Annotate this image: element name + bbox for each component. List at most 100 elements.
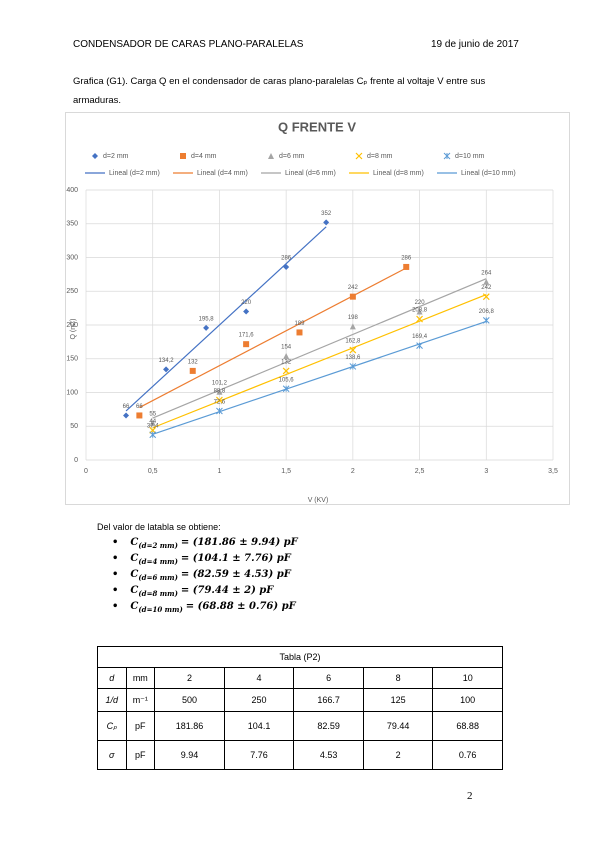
table-cell: 8 xyxy=(362,667,434,689)
data-label: 138,6 xyxy=(345,355,361,361)
y-tick-label: 250 xyxy=(66,288,78,295)
chart: Q FRENTE V V (KV) Q (nC) 0 50 100 150 200 250… xyxy=(65,112,570,505)
trendline xyxy=(152,320,487,435)
x-tick-label: 0 xyxy=(84,468,88,475)
data-label: 286 xyxy=(401,256,412,262)
marker xyxy=(482,293,490,301)
data-label: 264 xyxy=(481,270,492,276)
table-cell: 1/d xyxy=(97,688,127,712)
header-date: 19 de junio de 2017 xyxy=(431,39,519,50)
data-label: 37,4 xyxy=(147,423,159,429)
marker xyxy=(282,367,290,375)
table-cell: pF xyxy=(125,740,156,770)
y-tick-label: 200 xyxy=(66,322,78,329)
table-cell: 104.1 xyxy=(223,711,295,741)
marker xyxy=(136,412,143,419)
y-tick-label: 100 xyxy=(66,389,78,396)
table-row: σ pF 9.94 7.76 4.53 2 0.76 xyxy=(97,740,503,770)
marker xyxy=(243,308,250,315)
trendline xyxy=(125,226,327,412)
table-cell: 125 xyxy=(362,688,434,712)
subscript: (d=4 mm) xyxy=(138,557,178,566)
legend-label: Lineal (d=2 mm) xyxy=(109,170,160,177)
data-label: 88,8 xyxy=(214,389,226,395)
data-label: 66 xyxy=(136,404,143,410)
bullet: • xyxy=(112,553,119,564)
marker xyxy=(482,317,490,324)
table-title: Tabla (P2) xyxy=(97,646,503,668)
table-cell: 6 xyxy=(293,667,364,689)
y-tick-label: 350 xyxy=(66,221,78,228)
marker xyxy=(149,419,156,426)
table-cell: 4 xyxy=(223,667,295,689)
y-tick-label: 50 xyxy=(70,423,78,430)
table-cell: 68.88 xyxy=(432,711,503,741)
table-row: Cₚ pF 181.86 104.1 82.59 79.44 68.88 xyxy=(97,711,503,741)
legend-marker xyxy=(268,153,274,159)
table-cell: 82.59 xyxy=(293,711,364,741)
table-row: 1/d m⁻¹ 500 250 166.7 125 100 xyxy=(97,688,503,712)
table-cell: σ xyxy=(97,740,127,770)
x-tick-label: 2,5 xyxy=(415,468,425,475)
data-label: 195,8 xyxy=(199,316,215,322)
data-label: 55 xyxy=(149,411,156,417)
y-axis-label: Q (nC) xyxy=(70,319,77,340)
legend-marker xyxy=(180,153,186,159)
data-label: 169,4 xyxy=(412,334,428,340)
data-label: 242 xyxy=(481,285,492,291)
y-tick-label: 0 xyxy=(74,457,78,464)
legend-label: d=2 mm xyxy=(103,153,129,160)
x-tick-label: 1 xyxy=(217,468,221,475)
marker xyxy=(403,263,410,270)
bullet: • xyxy=(112,569,119,580)
result-item: • C(d=8 mm) = (79.44 ± 2) pF xyxy=(112,585,298,601)
table-cell: 10 xyxy=(432,667,503,689)
data-label: 101,2 xyxy=(212,380,228,386)
data-label: 220 xyxy=(241,300,252,306)
x-tick-label: 3 xyxy=(484,468,488,475)
table-cell: 2 xyxy=(154,667,225,689)
legend-marker xyxy=(443,152,451,160)
result-item: • C(d=10 mm) = (68.88 ± 0.76) pF xyxy=(112,601,298,617)
legend-label: d=8 mm xyxy=(367,153,393,160)
results-list: • C(d=2 mm) = (181.86 ± 9.94) pF • C(d=4 mm)… xyxy=(112,537,298,617)
marker xyxy=(243,341,250,348)
symbol: C xyxy=(130,537,139,548)
x-tick-label: 1,5 xyxy=(281,468,291,475)
marker xyxy=(283,263,290,270)
data-label: 198 xyxy=(348,315,359,321)
table-row: d mm 2 4 6 8 10 xyxy=(97,667,503,689)
data-label: 208,8 xyxy=(412,308,428,314)
table-cell: 100 xyxy=(432,688,503,712)
x-tick-label: 3,5 xyxy=(548,468,558,475)
legend-marker xyxy=(355,152,363,160)
marker xyxy=(323,219,330,226)
chart-title: Q FRENTE V xyxy=(278,119,356,134)
data-label: 154 xyxy=(281,345,292,351)
result-item: • C(d=2 mm) = (181.86 ± 9.94) pF xyxy=(112,537,298,553)
subscript: (d=10 mm) xyxy=(138,605,183,614)
data-label: 134,2 xyxy=(159,358,175,364)
symbol: C xyxy=(130,553,139,564)
legend-label: Lineal (d=10 mm) xyxy=(461,170,516,177)
data-label: 206,8 xyxy=(479,309,495,315)
marker xyxy=(296,329,303,336)
marker xyxy=(189,367,196,374)
data-label: 352 xyxy=(321,211,332,217)
page-number: 2 xyxy=(467,790,473,802)
result-item: • C(d=6 mm) = (82.59 ± 4.53) pF xyxy=(112,569,298,585)
table-cell: 500 xyxy=(154,688,225,712)
data-label: 286 xyxy=(281,256,292,262)
result-item: • C(d=4 mm) = (104.1 ± 7.76) pF xyxy=(112,553,298,569)
table-cell: pF xyxy=(125,711,156,741)
bullet: • xyxy=(112,585,119,596)
table-cell: d xyxy=(97,667,127,689)
marker xyxy=(216,388,223,395)
table-cell: 2 xyxy=(362,740,434,770)
marker xyxy=(149,431,157,439)
data-table: Tabla (P2) d mm 2 4 6 8 10 1/d m⁻¹ 500 250 166.7 125 1… xyxy=(97,646,503,770)
marker xyxy=(216,396,223,404)
table-cell: 0.76 xyxy=(432,740,503,770)
expression: = (82.59 ± 4.53) pF xyxy=(180,569,291,580)
marker xyxy=(349,293,356,300)
